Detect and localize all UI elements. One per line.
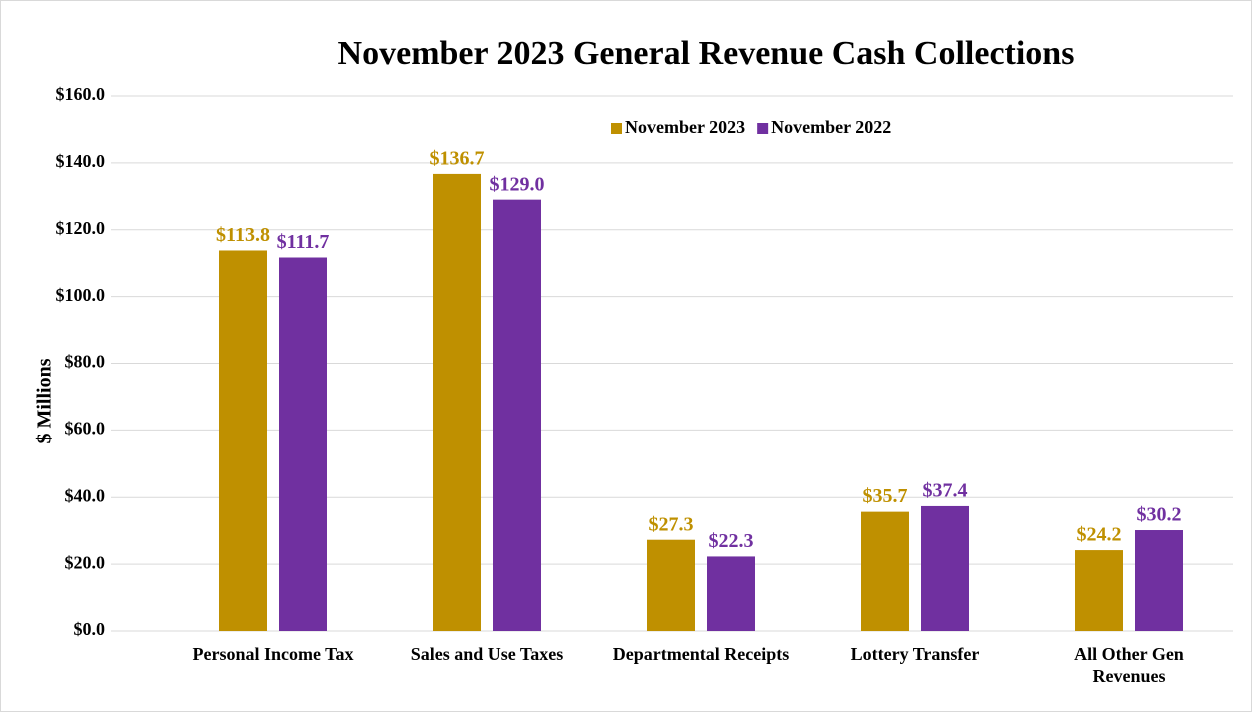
y-tick-label: $0.0 — [74, 619, 106, 639]
legend-swatch — [757, 123, 769, 134]
legend-label: November 2022 — [771, 117, 891, 137]
data-label: $24.2 — [1077, 524, 1122, 546]
bar — [279, 257, 327, 631]
data-label: $22.3 — [709, 530, 754, 552]
data-label: $30.2 — [1137, 504, 1182, 526]
data-label: $113.8 — [216, 224, 270, 246]
legend-label: November 2023 — [625, 117, 745, 137]
y-tick-label: $160.0 — [56, 84, 106, 104]
x-tick-label: Departmental Receipts — [612, 644, 790, 664]
bar — [647, 539, 695, 631]
y-tick-label: $20.0 — [65, 552, 106, 572]
y-tick-label: $40.0 — [65, 485, 106, 505]
x-tick-label: Sales and Use Taxes — [410, 644, 564, 664]
data-label: $129.0 — [490, 173, 545, 195]
bar — [921, 505, 969, 631]
x-tick-label: Personal Income Tax — [192, 644, 354, 664]
bar — [219, 250, 267, 631]
y-axis-label: $ Millions — [34, 358, 56, 443]
data-label: $136.7 — [430, 148, 485, 170]
y-tick-label: $60.0 — [65, 419, 106, 439]
x-tick-label: Lottery Transfer — [850, 644, 980, 664]
data-label: $27.3 — [649, 513, 694, 535]
data-label: $35.7 — [863, 485, 908, 507]
bar — [493, 199, 541, 631]
data-label: $37.4 — [923, 480, 968, 502]
bar — [1135, 530, 1183, 631]
y-tick-label: $80.0 — [65, 352, 106, 372]
bar — [1075, 550, 1123, 631]
x-tick-label: All Other Gen Revenues — [1074, 644, 1184, 686]
data-label: $111.7 — [277, 231, 330, 253]
y-tick-label: $140.0 — [56, 151, 106, 171]
chart-title: November 2023 General Revenue Cash Colle… — [338, 35, 1075, 72]
bar — [707, 556, 755, 631]
bar — [433, 173, 481, 632]
bar — [861, 511, 909, 631]
legend-swatch — [611, 123, 622, 134]
y-tick-label: $100.0 — [56, 285, 106, 305]
y-tick-label: $120.0 — [56, 218, 106, 238]
